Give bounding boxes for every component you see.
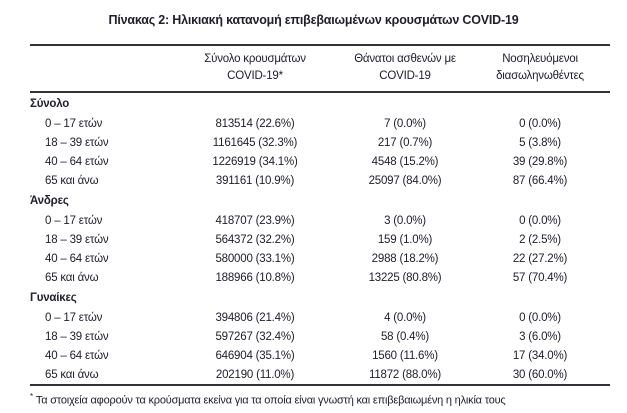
header-deaths-line1: Θάνατοι ασθενών με (354, 53, 456, 65)
age-label: 65 και άνω (45, 174, 99, 187)
intubated-value: 2 (2.5%) (519, 233, 561, 246)
age-label: 0 – 17 ετών (45, 311, 103, 324)
table-header: Σύνολο κρουσμάτων COVID-19* Θάνατοι ασθε… (30, 46, 610, 93)
cases-value: 580000 (33.1%) (215, 252, 295, 265)
table-row: 18 – 39 ετών 597267 (32.4%) 58 (0.4%) 3 … (30, 327, 610, 346)
intubated-value: 3 (6.0%) (519, 330, 561, 343)
cases-value: 418707 (23.9%) (215, 214, 295, 227)
table-row: 40 – 64 ετών 1226919 (34.1%) 4548 (15.2%… (30, 152, 610, 171)
deaths-value: 13225 (80.8%) (368, 271, 442, 284)
table-title: Πίνακας 2: Ηλικιακή κατανομή επιβεβαιωμέ… (108, 13, 519, 27)
cases-value: 564372 (32.2%) (215, 233, 295, 246)
cases-value: 1161645 (32.3%) (212, 136, 298, 149)
table-row: 0 – 17 ετών 394806 (21.4%) 4 (0.0%) 0 (0… (30, 308, 610, 327)
deaths-value: 1560 (11.6%) (372, 349, 438, 362)
intubated-value: 57 (70.4%) (512, 271, 568, 284)
deaths-value: 3 (0.0%) (384, 214, 426, 227)
age-label: 0 – 17 ετών (45, 214, 103, 227)
section-header-row-men: Άνδρες (30, 190, 610, 211)
table-row: 18 – 39 ετών 1161645 (32.3%) 217 (0.7%) … (30, 133, 610, 152)
covid-age-distribution-table: Σύνολο κρουσμάτων COVID-19* Θάνατοι ασθε… (30, 44, 610, 386)
table-row: 18 – 39 ετών 564372 (32.2%) 159 (1.0%) 2… (30, 230, 610, 249)
cases-value: 202190 (11.0%) (215, 368, 295, 381)
header-intubated-line2: διασωληνωθέντες (496, 70, 584, 82)
age-label: 18 – 39 ετών (45, 136, 109, 149)
cases-value: 391161 (10.9%) (215, 174, 295, 187)
table-row: 40 – 64 ετών 580000 (33.1%) 2988 (18.2%)… (30, 249, 610, 268)
age-label: 65 και άνω (45, 368, 99, 381)
age-label: 40 – 64 ετών (45, 252, 109, 265)
table-body: Σύνολο 0 – 17 ετών 813514 (22.6%) 7 (0.0… (30, 93, 610, 384)
deaths-value: 25097 (84.0%) (368, 174, 442, 187)
header-deaths-line2: COVID-19 (379, 70, 431, 82)
cases-value: 188966 (10.8%) (215, 271, 295, 284)
header-total-cases-line1: Σύνολο κρουσμάτων (204, 53, 306, 65)
section-header-row-total: Σύνολο (30, 93, 610, 114)
age-label: 18 – 39 ετών (45, 233, 109, 246)
deaths-value: 159 (1.0%) (377, 233, 433, 246)
cases-value: 394806 (21.4%) (215, 311, 295, 324)
intubated-value: 0 (0.0%) (519, 117, 561, 130)
section-label: Σύνολο (30, 98, 70, 110)
deaths-value: 2988 (18.2%) (371, 252, 439, 265)
table-row: 0 – 17 ετών 418707 (23.9%) 3 (0.0%) 0 (0… (30, 211, 610, 230)
section-label: Άνδρες (30, 195, 69, 207)
header-intubated-line1: Νοσηλευόμενοι (502, 53, 578, 65)
deaths-value: 11872 (88.0%) (369, 368, 441, 381)
table-row: 65 και άνω 202190 (11.0%) 11872 (88.0%) … (30, 365, 610, 384)
age-label: 65 και άνω (45, 271, 99, 284)
table-footnote: * Τα στοιχεία αφορούν τα κρούσματα εκείνα… (30, 389, 610, 409)
table-row: 65 και άνω 391161 (10.9%) 25097 (84.0%) … (30, 171, 610, 190)
age-label: 40 – 64 ετών (45, 349, 109, 362)
deaths-value: 58 (0.4%) (380, 330, 430, 343)
header-total-cases-line2: COVID-19* (227, 70, 283, 82)
cases-value: 646904 (35.1%) (215, 349, 295, 362)
age-label: 0 – 17 ετών (45, 117, 103, 130)
intubated-value: 0 (0.0%) (519, 214, 561, 227)
table-row: 40 – 64 ετών 646904 (35.1%) 1560 (11.6%)… (30, 346, 610, 365)
cases-value: 813514 (22.6%) (215, 117, 295, 130)
age-label: 18 – 39 ετών (45, 330, 109, 343)
footnote-text: Τα στοιχεία αφορούν τα κρούσματα εκείνα … (35, 394, 506, 407)
header-intubated: Νοσηλευόμενοι διασωληνωθέντες (470, 51, 610, 85)
deaths-value: 4 (0.0%) (384, 311, 426, 324)
header-total-cases: Σύνολο κρουσμάτων COVID-19* (170, 51, 340, 85)
intubated-value: 39 (29.8%) (512, 155, 568, 168)
section-header-row-women: Γυναίκες (30, 287, 610, 308)
footnote-asterisk-marker: * (30, 392, 33, 401)
header-deaths: Θάνατοι ασθενών με COVID-19 (340, 51, 470, 85)
table-row: 0 – 17 ετών 813514 (22.6%) 7 (0.0%) 0 (0… (30, 114, 610, 133)
intubated-value: 17 (34.0%) (512, 349, 568, 362)
section-label: Γυναίκες (30, 292, 77, 304)
intubated-value: 0 (0.0%) (519, 311, 561, 324)
cases-value: 597267 (32.4%) (215, 330, 295, 343)
age-label: 40 – 64 ετών (45, 155, 109, 168)
intubated-value: 30 (60.0%) (512, 368, 568, 381)
cases-value: 1226919 (34.1%) (212, 155, 298, 168)
deaths-value: 4548 (15.2%) (371, 155, 439, 168)
deaths-value: 7 (0.0%) (384, 117, 426, 130)
intubated-value: 5 (3.8%) (519, 136, 561, 149)
intubated-value: 22 (27.2%) (512, 252, 568, 265)
deaths-value: 217 (0.7%) (377, 136, 433, 149)
intubated-value: 87 (66.4%) (512, 174, 568, 187)
table-row: 65 και άνω 188966 (10.8%) 13225 (80.8%) … (30, 268, 610, 287)
